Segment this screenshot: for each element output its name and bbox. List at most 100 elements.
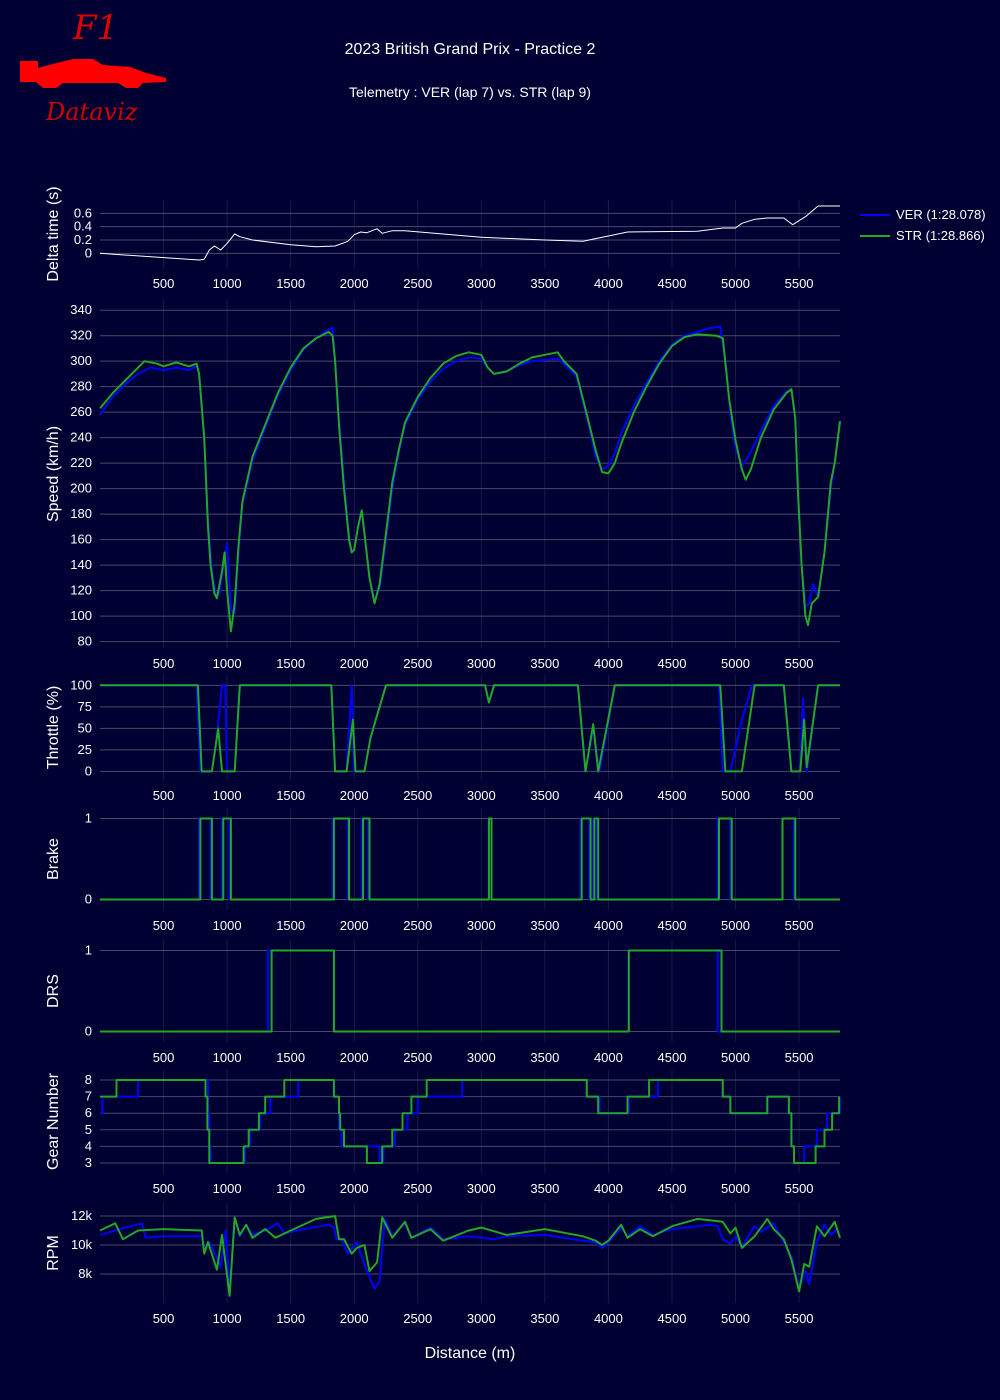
x-tick-label: 4500 — [658, 656, 687, 671]
x-tick-label: 3500 — [530, 276, 559, 291]
throttle-str-line — [100, 684, 840, 773]
y-tick-label: 0.4 — [74, 219, 92, 234]
delta-y-axis-label: Delta time (s) — [45, 186, 62, 281]
x-tick-label: 4500 — [658, 918, 687, 933]
x-tick-label: 3500 — [530, 1311, 559, 1326]
y-tick-label: 300 — [70, 353, 92, 368]
x-tick-label: 2000 — [340, 1181, 369, 1196]
x-tick-label: 4500 — [658, 1050, 687, 1065]
x-tick-label: 5000 — [721, 276, 750, 291]
y-tick-label: 1 — [85, 943, 92, 958]
x-tick-label: 3500 — [530, 918, 559, 933]
x-tick-label: 2000 — [340, 1311, 369, 1326]
y-tick-label: 0.6 — [74, 205, 92, 220]
y-tick-label: 240 — [70, 430, 92, 445]
x-tick-label: 3000 — [467, 1181, 496, 1196]
f1-dataviz-logo: F1 Dataviz — [18, 8, 168, 133]
x-tick-label: 1500 — [276, 276, 305, 291]
drs-str-line — [100, 949, 840, 1033]
x-tick-label: 500 — [153, 1311, 175, 1326]
x-tick-label: 5000 — [721, 656, 750, 671]
delta-panel: 00.20.40.6 500 1000 1500 2000 2500 3000 3500 400… — [45, 186, 840, 291]
x-tick-label: 4000 — [594, 788, 623, 803]
x-tick-label: 5500 — [785, 1050, 814, 1065]
x-tick-label: 5000 — [721, 788, 750, 803]
x-tick-label: 1500 — [276, 788, 305, 803]
y-tick-label: 180 — [70, 506, 92, 521]
y-tick-label: 200 — [70, 481, 92, 496]
x-tick-label: 4000 — [594, 276, 623, 291]
speed-str-line — [99, 330, 841, 633]
gear-str-line — [100, 1079, 841, 1164]
y-tick-label: 0 — [85, 1023, 92, 1038]
x-tick-label: 1500 — [276, 1181, 305, 1196]
x-tick-label: 4000 — [594, 1050, 623, 1065]
legend-label-ver: VER (1:28.078) — [896, 207, 986, 222]
speed-y-axis-label: Speed (km/h) — [45, 426, 62, 522]
x-tick-label: 500 — [153, 788, 175, 803]
y-tick-label: 6 — [85, 1105, 92, 1120]
x-tick-label: 2500 — [403, 1050, 432, 1065]
x-tick-label: 4500 — [658, 788, 687, 803]
x-tick-label: 3000 — [467, 788, 496, 803]
x-tick-label: 1500 — [276, 1050, 305, 1065]
x-tick-label: 3000 — [467, 276, 496, 291]
x-tick-label: 5500 — [785, 788, 814, 803]
chart-subtitle: Telemetry : VER (lap 7) vs. STR (lap 9) — [349, 84, 591, 100]
x-tick-label: 5500 — [785, 276, 814, 291]
rpm-y-axis-label: RPM — [45, 1235, 62, 1271]
legend-item-ver[interactable]: VER (1:28.078) — [860, 207, 986, 222]
x-tick-label: 500 — [153, 276, 175, 291]
y-tick-label: 4 — [85, 1138, 92, 1153]
x-tick-label: 1500 — [276, 1311, 305, 1326]
x-tick-label: 1000 — [213, 788, 242, 803]
speed-panel: 80 100 120 140 160 180 200 220 240 260 280 300 320 34… — [45, 300, 841, 671]
y-tick-label: 10k — [71, 1237, 92, 1252]
x-tick-label: 5000 — [721, 918, 750, 933]
x-tick-label: 3000 — [467, 1311, 496, 1326]
x-tick-label: 3000 — [467, 1050, 496, 1065]
y-tick-label: 7 — [85, 1089, 92, 1104]
y-tick-label: 220 — [70, 455, 92, 470]
legend-label-str: STR (1:28.866) — [896, 228, 985, 243]
chart-title: 2023 British Grand Prix - Practice 2 — [344, 41, 596, 58]
gear-y-axis-label: Gear Number — [45, 1072, 62, 1170]
x-tick-label: 500 — [153, 656, 175, 671]
y-tick-label: 0 — [85, 763, 92, 778]
x-tick-label: 2500 — [403, 656, 432, 671]
legend-item-str[interactable]: STR (1:28.866) — [860, 228, 985, 243]
gear-ver-line — [100, 1079, 841, 1164]
y-tick-label: 25 — [78, 742, 92, 757]
x-tick-label: 4500 — [658, 1181, 687, 1196]
speed-ver-line — [99, 325, 841, 615]
x-tick-label: 3000 — [467, 918, 496, 933]
x-tick-label: 4000 — [594, 656, 623, 671]
y-tick-label: 320 — [70, 328, 92, 343]
x-tick-label: 500 — [153, 1050, 175, 1065]
x-tick-label: 1000 — [213, 1181, 242, 1196]
gear-panel: 3 45 67 8 500 1000 1500 2000 2500 3000 3500 4000 450… — [45, 1070, 841, 1196]
y-tick-label: 280 — [70, 379, 92, 394]
x-tick-label: 1500 — [276, 918, 305, 933]
y-tick-label: 100 — [70, 608, 92, 623]
drs-y-axis-label: DRS — [45, 974, 62, 1008]
rpm-str-line — [99, 1215, 841, 1297]
f1-car-icon — [20, 59, 166, 88]
y-tick-label: 0.2 — [74, 232, 92, 247]
y-tick-label: 3 — [85, 1155, 92, 1170]
x-tick-label: 4500 — [658, 1311, 687, 1326]
x-tick-label: 5000 — [721, 1311, 750, 1326]
x-tick-label: 500 — [153, 918, 175, 933]
x-tick-label: 2000 — [340, 276, 369, 291]
legend-swatch-ver — [860, 213, 890, 216]
x-tick-label: 2000 — [340, 918, 369, 933]
x-tick-label: 5500 — [785, 918, 814, 933]
y-tick-label: 8 — [85, 1072, 92, 1087]
x-tick-label: 3000 — [467, 656, 496, 671]
x-tick-label: 4500 — [658, 276, 687, 291]
y-tick-label: 140 — [70, 557, 92, 572]
x-tick-label: 2500 — [403, 276, 432, 291]
y-tick-label: 50 — [78, 720, 92, 735]
